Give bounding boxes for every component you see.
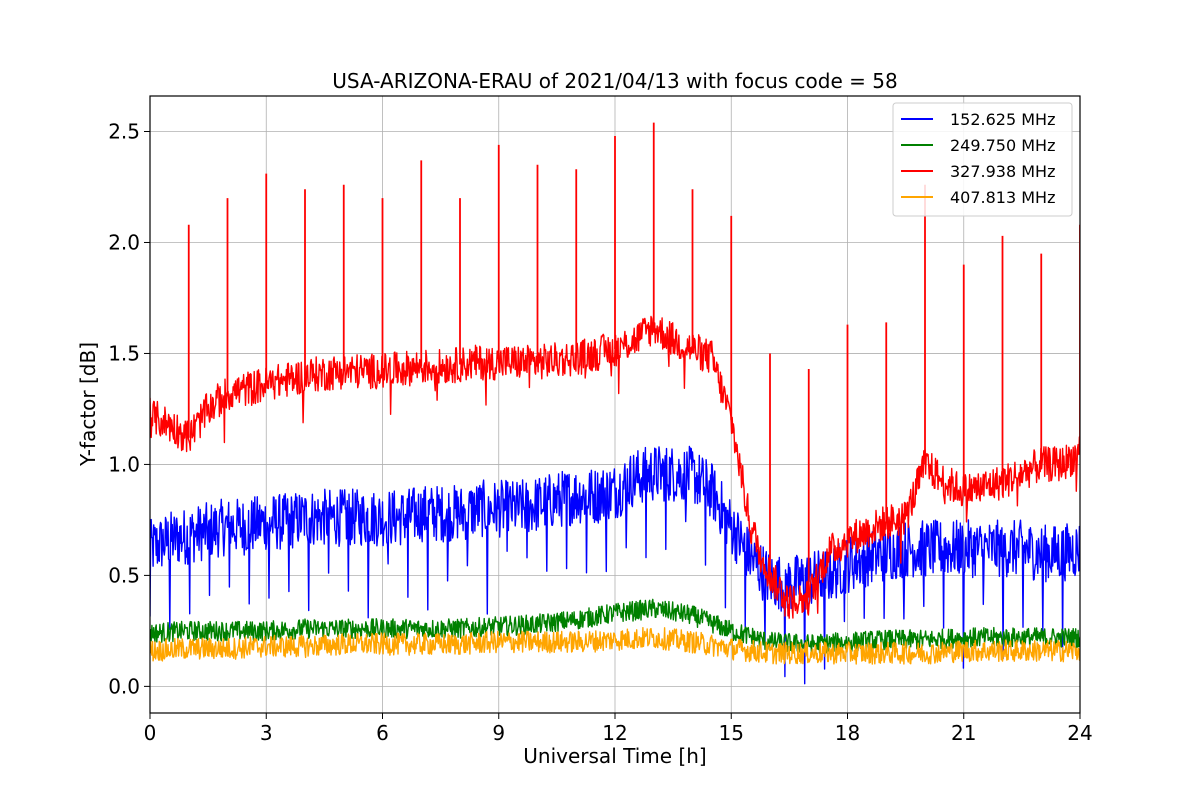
legend-label: 407.813 MHz [950, 188, 1055, 207]
y-tick-label: 0.0 [108, 674, 140, 698]
legend-label: 327.938 MHz [950, 162, 1055, 181]
x-tick-label: 6 [376, 721, 389, 745]
y-tick-label: 1.5 [108, 341, 140, 365]
x-axis: 0 3 6 9 12 15 18 21 24 [144, 713, 1093, 745]
x-tick-label: 12 [602, 721, 627, 745]
plot-area [150, 122, 1080, 685]
series-line [150, 445, 1080, 685]
legend: 152.625 MHz 249.750 MHz 327.938 MHz 407.813… [892, 102, 1073, 217]
x-tick-label: 9 [492, 721, 505, 745]
series-line [150, 598, 1080, 655]
y-tick-label: 1.0 [108, 452, 140, 476]
chart-title: USA-ARIZONA-ERAU of 2021/04/13 with focu… [332, 69, 897, 93]
x-tick-label: 24 [1067, 721, 1092, 745]
y-tick-label: 2.5 [108, 120, 140, 144]
x-tick-label: 0 [144, 721, 157, 745]
legend-label: 249.750 MHz [950, 136, 1055, 155]
series-line [150, 627, 1080, 665]
x-axis-label: Universal Time [h] [523, 744, 706, 768]
y-axis-label: Y-factor [dB] [76, 342, 100, 467]
x-tick-label: 3 [260, 721, 273, 745]
y-axis: 0.0 0.5 1.0 1.5 2.0 2.5 [108, 120, 150, 698]
legend-box [892, 102, 1073, 217]
y-tick-label: 2.0 [108, 230, 140, 254]
legend-label: 152.625 MHz [950, 110, 1055, 129]
x-tick-label: 15 [719, 721, 744, 745]
y-tick-label: 0.5 [108, 563, 140, 587]
x-tick-label: 18 [835, 721, 860, 745]
x-tick-label: 21 [951, 721, 976, 745]
